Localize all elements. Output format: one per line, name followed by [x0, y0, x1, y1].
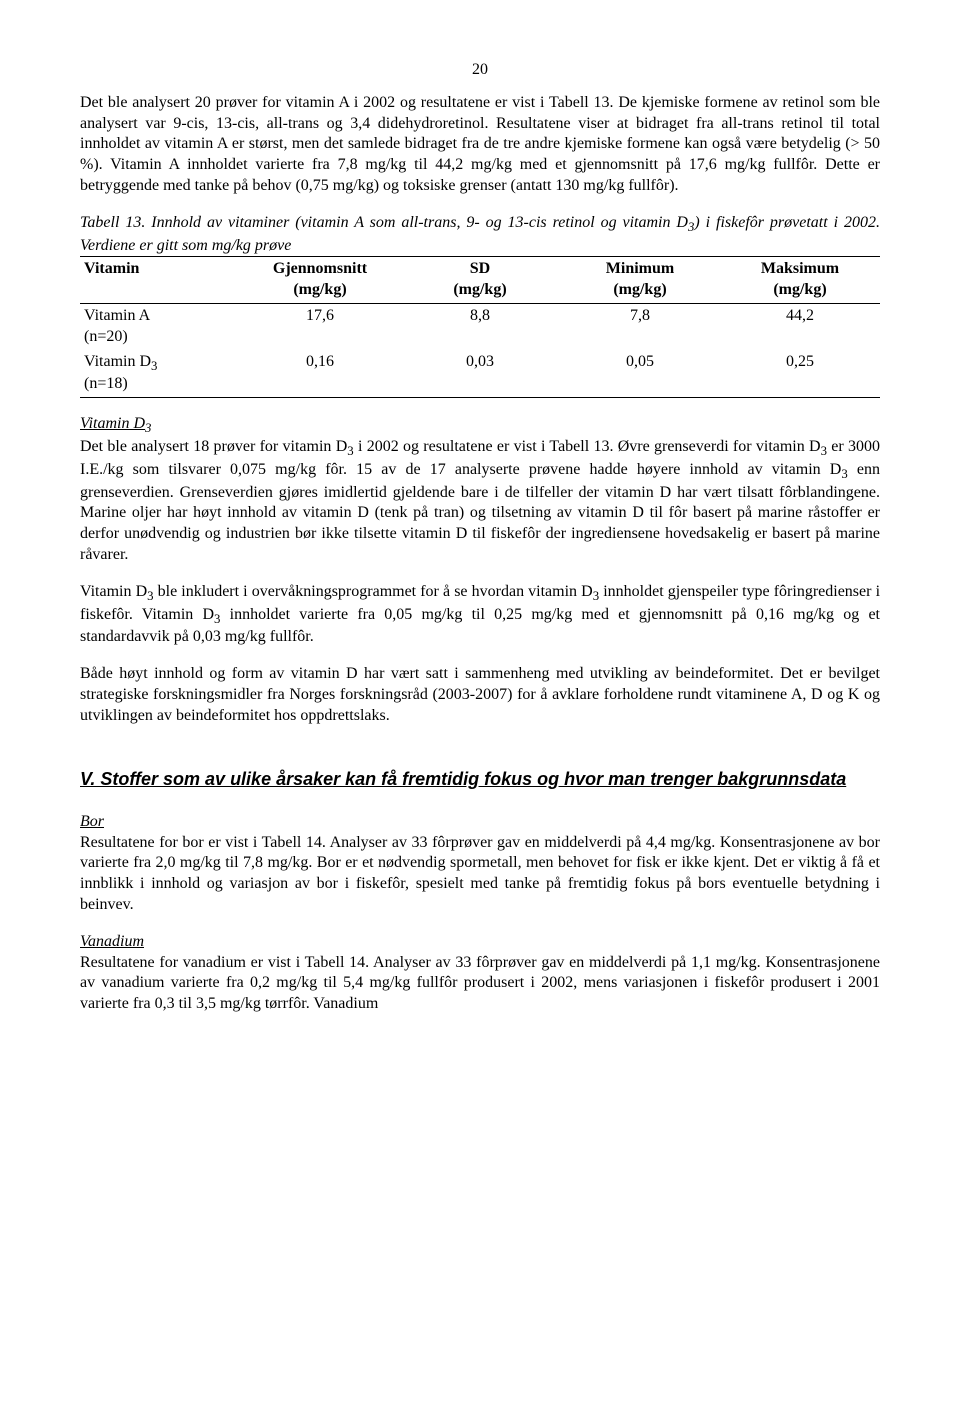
col-vitamin-label: Vitamin [84, 260, 139, 277]
cell-label: Vitamin A (n=20) [80, 303, 240, 349]
caption-text-a: Tabell 13. Innhold av vitaminer (vitamin… [80, 214, 688, 231]
col-mean-b: (mg/kg) [293, 281, 346, 298]
table-header-row: Vitamin Gjennomsnitt (mg/kg) SD (mg/kg) Mi… [80, 257, 880, 304]
cell-label-b: (n=20) [84, 328, 128, 345]
col-sd-a: SD [470, 260, 490, 277]
p3a: Vitamin D [80, 583, 147, 600]
col-min-a: Minimum [606, 260, 674, 277]
col-min-b: (mg/kg) [613, 281, 666, 298]
paragraph-vd3-a: Det ble analysert 18 prøver for vitamin … [80, 437, 880, 566]
col-max-b: (mg/kg) [773, 281, 826, 298]
cell: 0,03 [400, 350, 560, 398]
paragraph-intro: Det ble analysert 20 prøver for vitamin … [80, 93, 880, 197]
table-caption: Tabell 13. Innhold av vitaminer (vitamin… [80, 213, 880, 257]
col-vitamin: Vitamin [80, 257, 240, 304]
col-max: Maksimum (mg/kg) [720, 257, 880, 304]
subhead-vanadium: Vanadium [80, 932, 880, 953]
cell: 0,25 [720, 350, 880, 398]
col-max-a: Maksimum [761, 260, 839, 277]
paragraph-deformity: Både høyt innhold og form av vitamin D h… [80, 664, 880, 726]
p3b: ble inkludert i overvåkningsprogrammet f… [154, 583, 593, 600]
subhead-bor: Bor [80, 812, 880, 833]
p2b: i 2002 og resultatene er vist i Tabell 1… [354, 438, 821, 455]
col-min: Minimum (mg/kg) [560, 257, 720, 304]
col-mean-a: Gjennomsnitt [273, 260, 367, 277]
cell: 17,6 [240, 303, 400, 349]
cell-label-sub: 3 [151, 359, 157, 373]
subhead-vitamin-d3: Vitamin D3 [80, 414, 880, 437]
p2a: Det ble analysert 18 prøver for vitamin … [80, 438, 347, 455]
paragraph-vd3-b: Vitamin D3 ble inkludert i overvåkningsp… [80, 582, 880, 648]
section-title: V. Stoffer som av ulike årsaker kan få f… [80, 767, 880, 792]
vitamin-table: Vitamin Gjennomsnitt (mg/kg) SD (mg/kg) Mi… [80, 256, 880, 398]
col-mean: Gjennomsnitt (mg/kg) [240, 257, 400, 304]
page-number: 20 [80, 60, 880, 81]
col-sd-b: (mg/kg) [453, 281, 506, 298]
cell: 8,8 [400, 303, 560, 349]
cell: 7,8 [560, 303, 720, 349]
cell: 0,16 [240, 350, 400, 398]
table-row: Vitamin A (n=20) 17,6 8,8 7,8 44,2 [80, 303, 880, 349]
subhead-sub: 3 [145, 421, 151, 435]
cell-label-b: (n=18) [84, 375, 128, 392]
col-sd: SD (mg/kg) [400, 257, 560, 304]
cell-label: Vitamin D3 (n=18) [80, 350, 240, 398]
cell: 44,2 [720, 303, 880, 349]
cell: 0,05 [560, 350, 720, 398]
cell-label-a: Vitamin D [84, 353, 151, 370]
table-row: Vitamin D3 (n=18) 0,16 0,03 0,05 0,25 [80, 350, 880, 398]
cell-label-a: Vitamin A [84, 307, 150, 324]
paragraph-vanadium: Resultatene for vanadium er vist i Tabel… [80, 953, 880, 1015]
paragraph-bor: Resultatene for bor er vist i Tabell 14.… [80, 833, 880, 916]
subhead-a: Vitamin D [80, 415, 145, 432]
